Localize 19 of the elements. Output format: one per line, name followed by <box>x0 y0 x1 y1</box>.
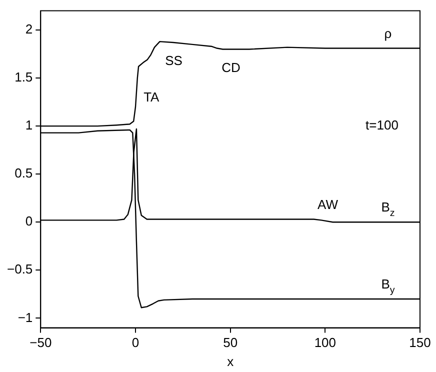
x-tick-label: −50 <box>30 335 52 350</box>
x-axis-title: x <box>227 354 234 369</box>
x-tick-label: 50 <box>223 335 238 350</box>
y-tick-label: 0 <box>25 214 33 229</box>
x-tick-label: 150 <box>409 335 431 350</box>
annotation: CD <box>222 60 240 75</box>
x-tick-label: 0 <box>132 335 140 350</box>
y-tick-label: 2 <box>25 22 33 37</box>
y-tick-label: −0.5 <box>6 262 33 277</box>
annotation: AW <box>318 196 339 212</box>
y-tick-label: 0.5 <box>14 166 33 181</box>
annotation: TA <box>144 90 160 105</box>
y-tick-label: 1 <box>25 118 33 133</box>
annotation: SS <box>165 53 183 68</box>
annotation: t=100 <box>366 118 398 133</box>
y-tick-label: −1 <box>18 310 33 325</box>
series-label: ρ <box>384 26 392 41</box>
y-tick-label: 1.5 <box>14 70 33 85</box>
x-tick-label: 100 <box>314 335 336 350</box>
